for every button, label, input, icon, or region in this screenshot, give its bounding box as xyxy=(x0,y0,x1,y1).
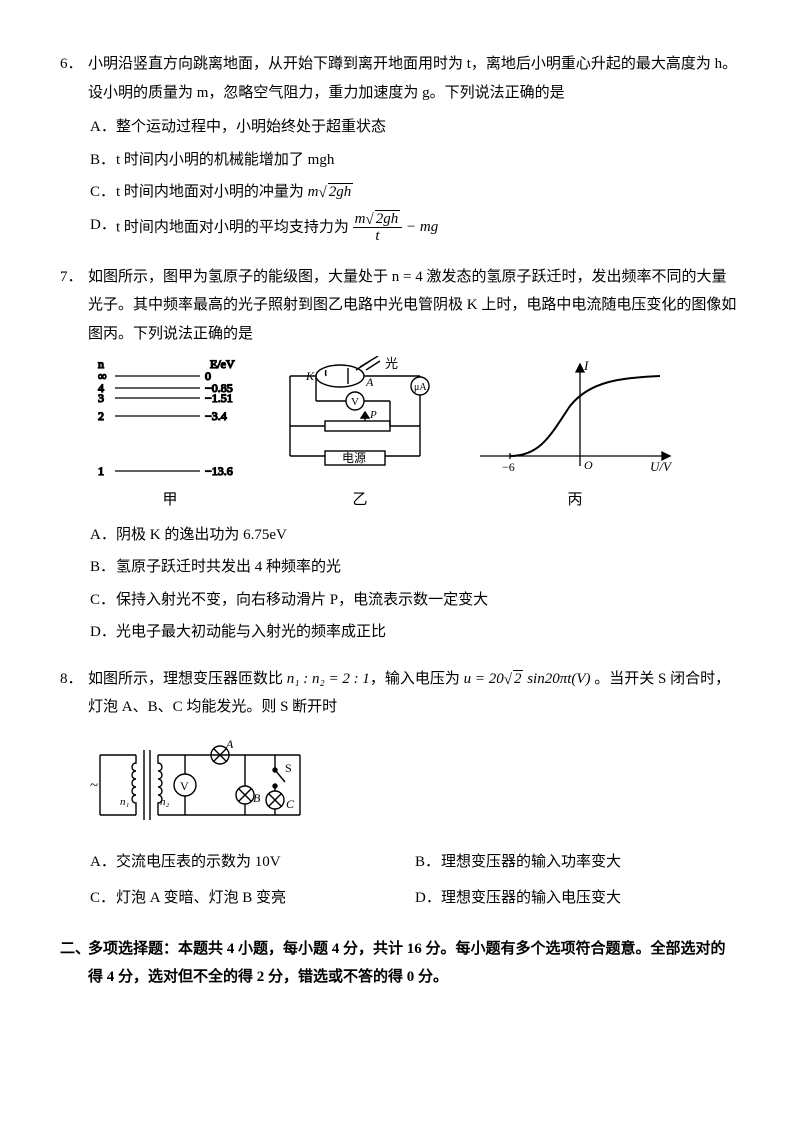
level-3: 3 xyxy=(98,391,104,405)
V-label: V xyxy=(351,396,359,408)
option-label: B． xyxy=(90,553,116,582)
P-label: P xyxy=(369,409,377,421)
q6-c-expr: m2gh xyxy=(308,184,354,200)
I-axis: I xyxy=(583,358,589,373)
V-meter: V xyxy=(180,779,189,793)
q8-stem-pre: 如图所示，理想变压器匝数比 xyxy=(88,671,287,687)
q6-d-expr: m2ght − mg xyxy=(353,219,439,235)
fig-label-yi: 乙 xyxy=(270,486,450,515)
option-label: B． xyxy=(90,146,116,175)
switch-S: S xyxy=(285,761,292,775)
option-label: C． xyxy=(90,884,116,913)
option-text: t 时间内地面对小明的冲量为 m2gh xyxy=(116,178,353,207)
q7-option-C: C．保持入射光不变，向右移动滑片 P，电流表示数一定变大 xyxy=(90,586,740,615)
bulb-A: A xyxy=(225,737,234,751)
q8-option-B: B．理想变压器的输入功率变大 xyxy=(415,848,730,877)
option-label: C． xyxy=(90,586,116,615)
section-2-num: 二、 xyxy=(60,935,88,992)
q8-stem: 如图所示，理想变压器匝数比 n₁ : n₂ = 2 : 1，输入电压为 u = … xyxy=(88,665,740,722)
option-label: B． xyxy=(415,848,441,877)
question-6: 6． 小明沿竖直方向跳离地面，从开始下蹲到离开地面用时为 t，离地后小明重心升起… xyxy=(60,50,740,245)
q8-number: 8． xyxy=(60,665,88,722)
q7-fig-bing: I U/V −6 O 丙 xyxy=(470,356,680,515)
uA-label: μA xyxy=(414,382,427,393)
q6-option-B: B． t 时间内小明的机械能增加了 mgh xyxy=(90,146,740,175)
light-label: 光 xyxy=(385,356,398,371)
option-text: 理想变压器的输入功率变大 xyxy=(441,848,621,877)
question-8: 8． 如图所示，理想变压器匝数比 n₁ : n₂ = 2 : 1，输入电压为 u… xyxy=(60,665,740,917)
option-label: A． xyxy=(90,848,116,877)
q7-number: 7． xyxy=(60,263,88,349)
q8-ratio: n₁ : n₂ = 2 : 1 xyxy=(287,671,370,687)
q8-option-D: D．理想变压器的输入电压变大 xyxy=(415,884,730,913)
q8-figure: ~ n₁ n₂ V A B xyxy=(60,730,740,840)
fig-label-jia: 甲 xyxy=(90,486,250,515)
level-1: 1 xyxy=(98,464,104,478)
q6-c-prefix: t 时间内地面对小明的冲量为 xyxy=(116,184,304,200)
photocell-circuit: 光 K A μA V P 电源 xyxy=(270,356,450,486)
q7-fig-jia: n E/eV ∞ 4 3 2 1 0 −0.85 −1.51 −3.4 xyxy=(90,356,250,515)
q7-figures: n E/eV ∞ 4 3 2 1 0 −0.85 −1.51 −3.4 xyxy=(60,356,740,515)
option-label: D． xyxy=(90,211,116,245)
n2-label: n₂ xyxy=(160,796,170,808)
A-label: A xyxy=(365,375,374,389)
option-label: C． xyxy=(90,178,116,207)
option-text: 光电子最大初动能与入射光的频率成正比 xyxy=(116,618,386,647)
option-label: A． xyxy=(90,113,116,142)
ac-label: ~ xyxy=(90,778,98,794)
e-34: −3.4 xyxy=(205,409,227,423)
iv-curve: I U/V −6 O xyxy=(470,356,680,486)
option-label: D． xyxy=(90,618,116,647)
option-text: 阴极 K 的逸出功为 6.75eV xyxy=(116,521,287,550)
U-axis: U/V xyxy=(650,459,673,474)
option-label: D． xyxy=(415,884,441,913)
question-7: 7． 如图所示，图甲为氢原子的能级图，大量处于 n = 4 激发态的氢原子跃迁时… xyxy=(60,263,740,647)
option-text: 氢原子跃迁时共发出 4 种频率的光 xyxy=(116,553,341,582)
energy-level-diagram: n E/eV ∞ 4 3 2 1 0 −0.85 −1.51 −3.4 xyxy=(90,356,250,486)
q6-option-C: C． t 时间内地面对小明的冲量为 m2gh xyxy=(90,178,740,207)
n1-label: n₁ xyxy=(120,796,130,808)
option-text: t 时间内地面对小明的平均支持力为 m2ght − mg xyxy=(116,211,438,245)
xtick: −6 xyxy=(502,460,515,474)
q7-fig-yi: 光 K A μA V P 电源 xyxy=(270,356,450,515)
level-2: 2 xyxy=(98,409,104,423)
option-text: t 时间内小明的机械能增加了 mgh xyxy=(116,146,334,175)
section-2-header: 二、 多项选择题：本题共 4 小题，每小题 4 分，共计 16 分。每小题有多个… xyxy=(60,935,740,992)
option-text: 理想变压器的输入电压变大 xyxy=(441,884,621,913)
q8-row2: C．灯泡 A 变暗、灯泡 B 变亮 D．理想变压器的输入电压变大 xyxy=(60,880,740,917)
e-151: −1.51 xyxy=(205,391,233,405)
q6-number: 6． xyxy=(60,50,88,107)
q8-option-C: C．灯泡 A 变暗、灯泡 B 变亮 xyxy=(90,884,405,913)
q7-option-D: D．光电子最大初动能与入射光的频率成正比 xyxy=(90,618,740,647)
q6-stem: 小明沿竖直方向跳离地面，从开始下蹲到离开地面用时为 t，离地后小明重心升起的最大… xyxy=(88,50,740,107)
section-2-text: 多项选择题：本题共 4 小题，每小题 4 分，共计 16 分。每小题有多个选项符… xyxy=(88,935,740,992)
bulb-C: C xyxy=(286,797,295,811)
q8-stem-mid: ，输入电压为 xyxy=(370,671,464,687)
bulb-B: B xyxy=(253,791,261,805)
option-label: A． xyxy=(90,521,116,550)
transformer-circuit: ~ n₁ n₂ V A B xyxy=(90,730,320,840)
e-136: −13.6 xyxy=(205,464,233,478)
q8-u-expr: u = 202 sin20πt(V) xyxy=(464,671,591,687)
src-label: 电源 xyxy=(342,451,366,465)
q8-option-A: A．交流电压表的示数为 10V xyxy=(90,848,405,877)
option-text: 整个运动过程中，小明始终处于超重状态 xyxy=(116,113,386,142)
q6-option-D: D． t 时间内地面对小明的平均支持力为 m2ght − mg xyxy=(90,211,740,245)
q8-row1: A．交流电压表的示数为 10V B．理想变压器的输入功率变大 xyxy=(60,844,740,881)
option-text: 灯泡 A 变暗、灯泡 B 变亮 xyxy=(116,884,286,913)
axis-E: E/eV xyxy=(210,357,235,371)
q7-stem: 如图所示，图甲为氢原子的能级图，大量处于 n = 4 激发态的氢原子跃迁时，发出… xyxy=(88,263,740,349)
q6-d-prefix: t 时间内地面对小明的平均支持力为 xyxy=(116,219,349,235)
q6-option-A: A． 整个运动过程中，小明始终处于超重状态 xyxy=(90,113,740,142)
option-text: 交流电压表的示数为 10V xyxy=(116,848,281,877)
origin: O xyxy=(584,458,593,472)
q7-option-A: A．阴极 K 的逸出功为 6.75eV xyxy=(90,521,740,550)
option-text: 保持入射光不变，向右移动滑片 P，电流表示数一定变大 xyxy=(116,586,488,615)
q7-option-B: B．氢原子跃迁时共发出 4 种频率的光 xyxy=(90,553,740,582)
fig-label-bing: 丙 xyxy=(470,486,680,515)
